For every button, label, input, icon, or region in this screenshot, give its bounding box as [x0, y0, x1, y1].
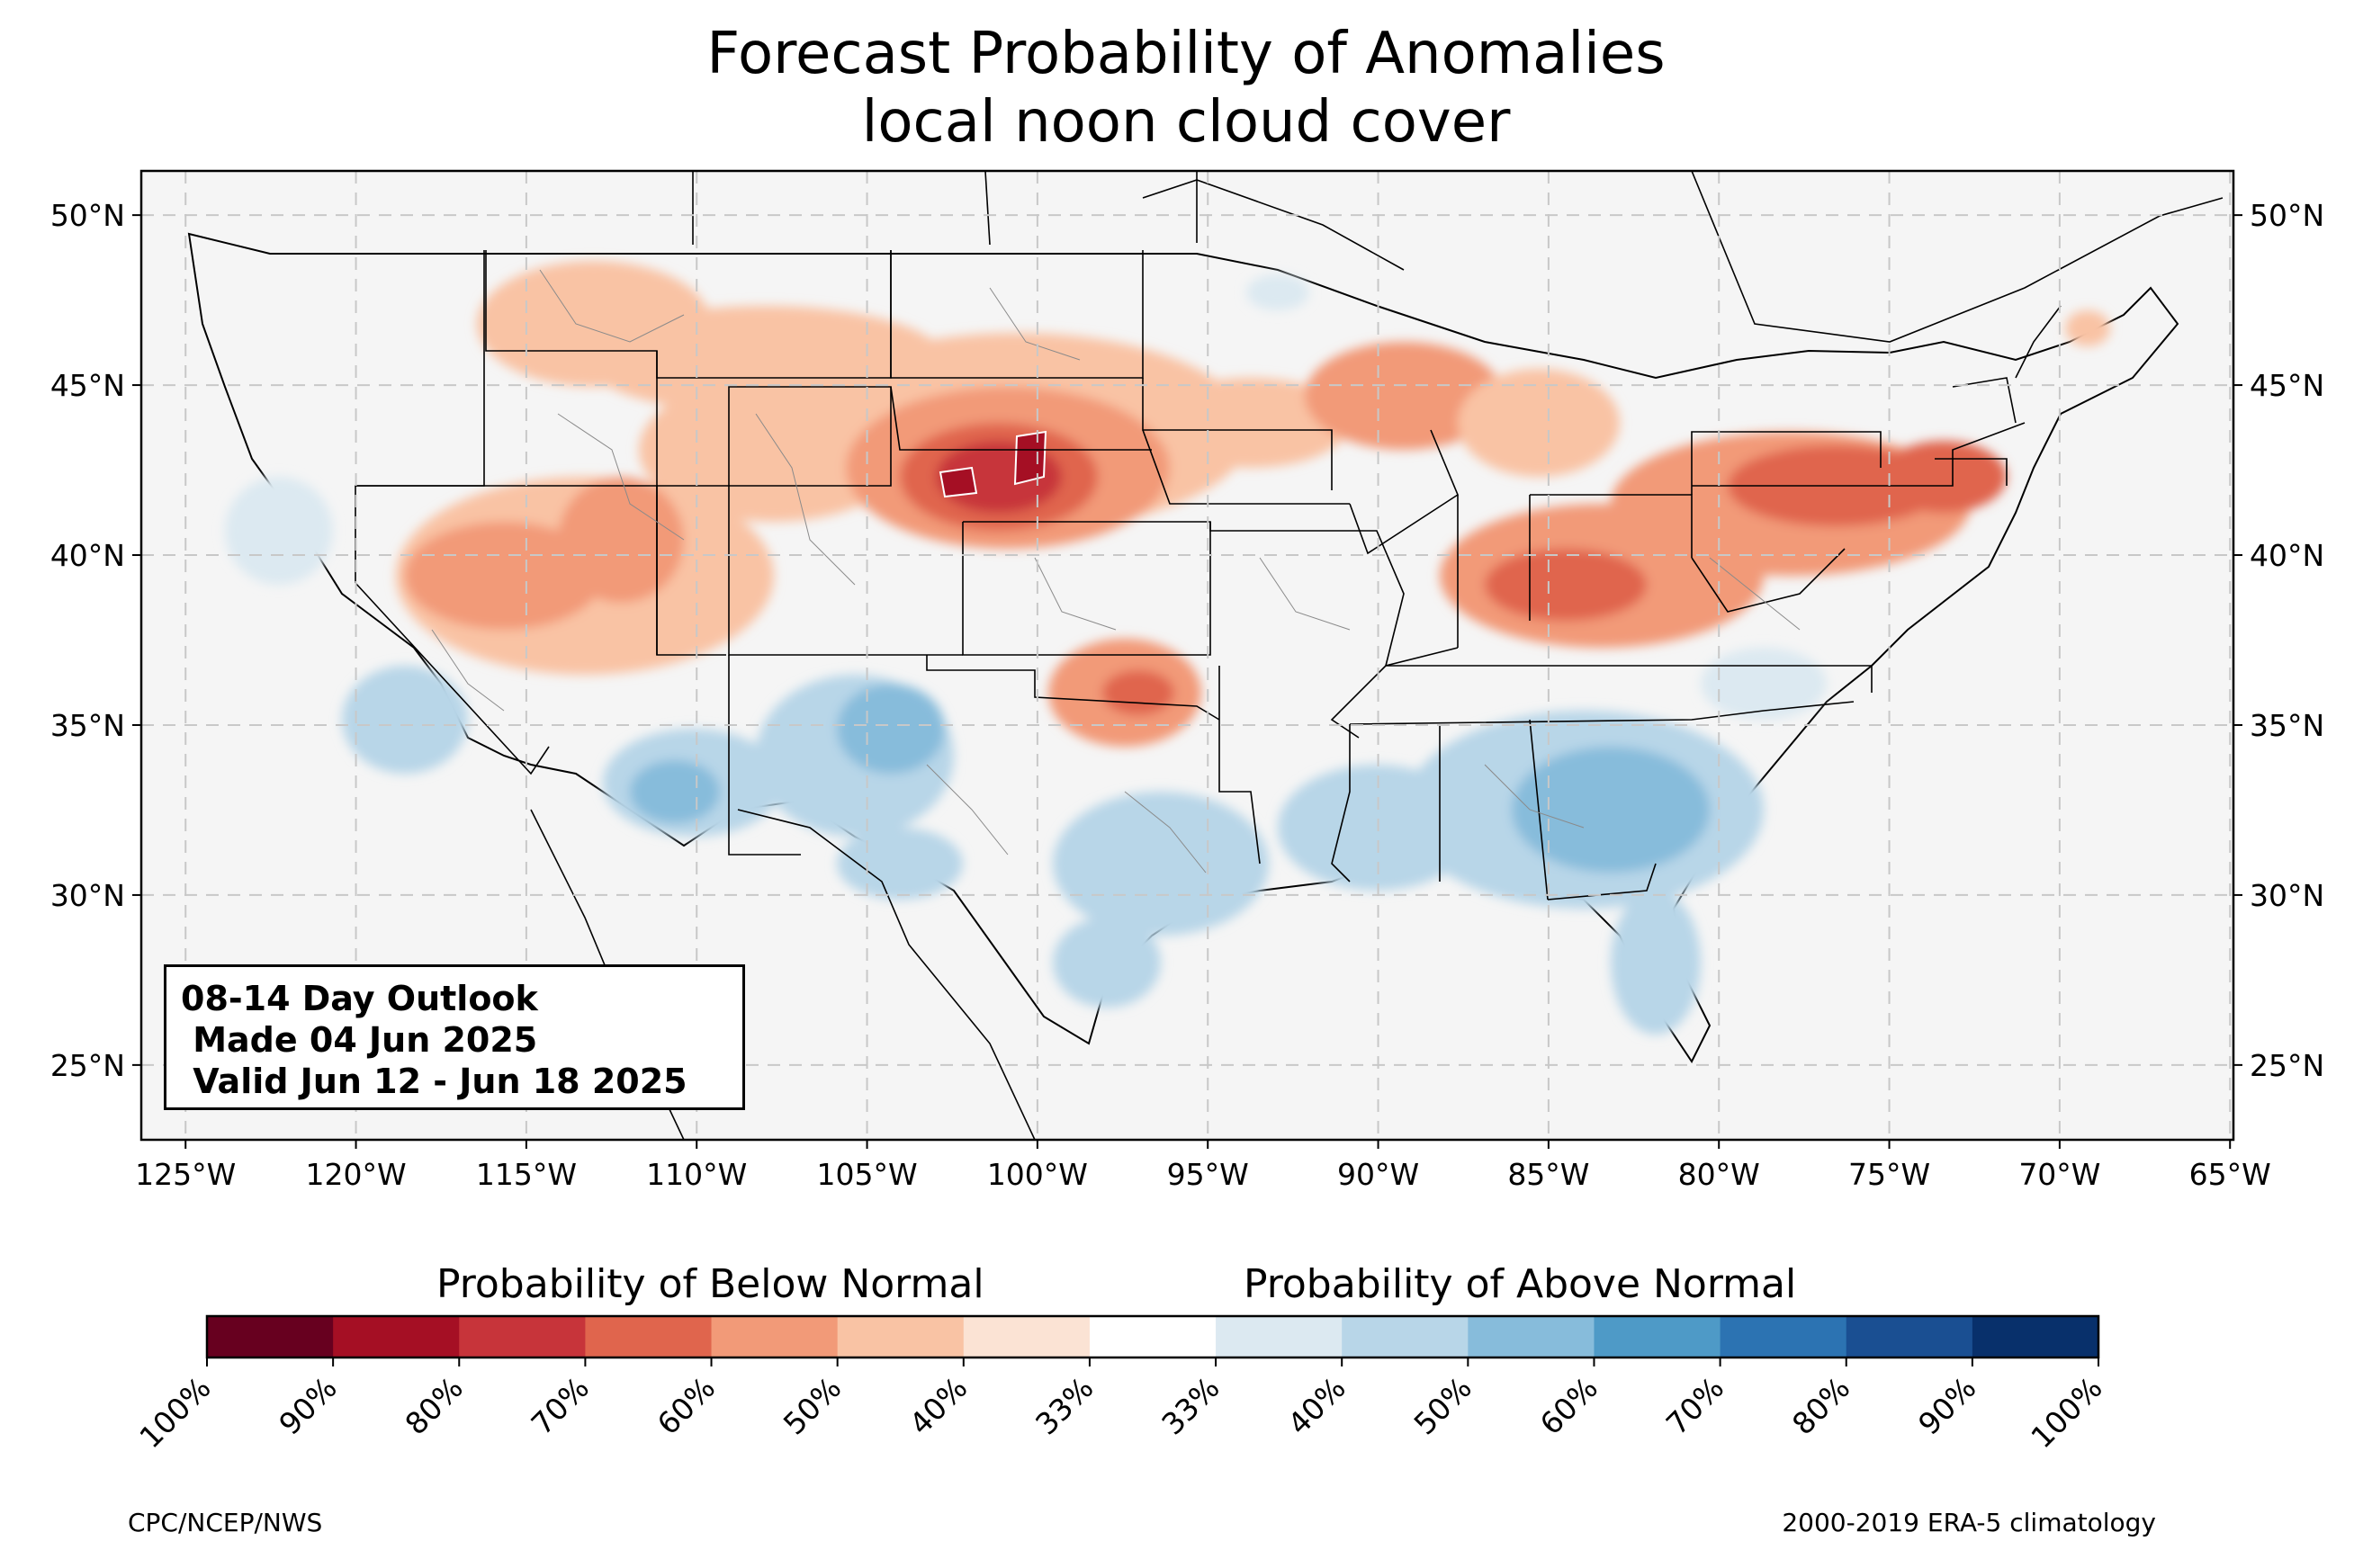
lon-tick-label: 110°W	[646, 1157, 747, 1192]
lat-tick-label-right: 50°N	[2250, 198, 2324, 233]
anomaly-region-georgia-core	[1512, 747, 1710, 873]
colorbar-above-label: Probability of Above Normal	[1244, 1261, 1797, 1307]
lon-tick-label: 90°W	[1337, 1157, 1419, 1192]
colorbar-segment	[1846, 1316, 1973, 1357]
colorbar-tick-label: 60%	[1533, 1370, 1604, 1441]
anomaly-region-iowa	[1152, 378, 1350, 468]
lat-tick-label-right: 25°N	[2250, 1048, 2324, 1083]
colorbar-tick-label: 40%	[903, 1370, 974, 1441]
colorbar-segment	[1468, 1316, 1595, 1357]
colorbar-below-label: Probability of Below Normal	[436, 1261, 984, 1307]
anomaly-region-utah-core	[558, 477, 684, 603]
lat-tick-label-left: 40°N	[50, 538, 125, 573]
lat-tick-label-right: 30°N	[2250, 878, 2324, 913]
colorbar-tick-label: 80%	[1785, 1370, 1856, 1441]
lat-tick-label-left: 30°N	[50, 878, 125, 913]
anomaly-region-arizona-core	[630, 760, 720, 823]
outlook-info-box: 08-14 Day Outlook Made 04 Jun 2025 Valid…	[164, 964, 745, 1110]
colorbar-tick-label: 70%	[525, 1370, 596, 1441]
state-boundaries	[355, 250, 2062, 900]
colorbar-tick-label: 33%	[1029, 1370, 1100, 1441]
colorbar-tick-label: 100%	[2024, 1370, 2108, 1455]
lat-tick-label-left: 35°N	[50, 708, 125, 743]
colorbar-segment	[1720, 1316, 1847, 1357]
core-contours	[939, 430, 1047, 498]
colorbar-segment	[1342, 1316, 1469, 1357]
outlook-made-date: Made 04 Jun 2025	[181, 1020, 538, 1060]
colorbar-tick-label: 50%	[1407, 1370, 1478, 1441]
anomaly-region-west-texas	[837, 828, 963, 900]
sub-boundaries	[431, 269, 1801, 874]
colorbar-segment	[585, 1316, 713, 1357]
anomaly-region-ohio-core	[1485, 549, 1647, 621]
lon-tick-label: 65°W	[2189, 1157, 2271, 1192]
colorbar: 100% 90% 80% 70% 60% 50% 40% 33% 33% 40% 50% 60% 70%…	[132, 1314, 2109, 1455]
anomaly-region-great-basin-core	[405, 522, 603, 630]
map-title: Forecast Probability of Anomalies	[706, 21, 1666, 87]
lon-tick-label: 95°W	[1167, 1157, 1249, 1192]
lon-tick-label: 125°W	[135, 1157, 236, 1192]
lat-tick-label-right: 45°N	[2250, 368, 2324, 403]
lat-tick-label-right: 35°N	[2250, 708, 2324, 743]
lon-tick-label: 75°W	[1848, 1157, 1930, 1192]
footer-climatology: 2000-2019 ERA-5 climatology	[1782, 1508, 2156, 1537]
colorbar-tick-label: 40%	[1280, 1370, 1352, 1441]
colorbar-tick-label: 90%	[272, 1370, 343, 1441]
latitude-labels-left: 25°N 30°N 35°N 40°N 45°N 50°N	[50, 198, 141, 1083]
lat-tick-label-left: 25°N	[50, 1048, 125, 1083]
colorbar-segment	[1216, 1316, 1343, 1357]
colorbar-frame	[205, 1314, 2100, 1359]
anomaly-region-new-england	[1881, 441, 2007, 513]
lon-tick-label: 70°W	[2018, 1157, 2100, 1192]
outlook-period: 08-14 Day Outlook	[181, 979, 538, 1018]
colorbar-segment	[333, 1316, 460, 1357]
anomaly-region-minnesota	[1246, 274, 1309, 310]
lon-tick-label: 80°W	[1678, 1157, 1760, 1192]
outlook-valid-dates: Valid Jun 12 - Jun 18 2025	[181, 1062, 687, 1101]
map-subtitle: local noon cloud cover	[861, 89, 1511, 156]
lon-tick-label: 115°W	[476, 1157, 577, 1192]
anomaly-region-new-mexico-core	[837, 684, 945, 774]
lat-tick-label-left: 50°N	[50, 198, 125, 233]
lat-tick-label-right: 40°N	[2250, 538, 2324, 573]
anomaly-region-florida	[1611, 891, 1701, 1035]
lon-tick-label: 85°W	[1507, 1157, 1589, 1192]
colorbar-tick-label: 70%	[1659, 1370, 1730, 1441]
longitude-labels: 125°W 120°W 115°W 110°W 105°W 100°W 95°W 90°W 85…	[135, 1140, 2271, 1192]
colorbar-segment	[1089, 1316, 1217, 1357]
lon-tick-label: 100°W	[987, 1157, 1088, 1192]
anomaly-region-texas	[1053, 792, 1269, 936]
colorbar-tick-label: 80%	[398, 1370, 469, 1441]
colorbar-segment	[459, 1316, 586, 1357]
footer-source: CPC/NCEP/NWS	[128, 1508, 323, 1537]
anomaly-region-california-south	[342, 666, 468, 774]
lon-tick-label: 105°W	[816, 1157, 917, 1192]
colorbar-segment	[1972, 1316, 2099, 1357]
colorbar-tick-label: 100%	[132, 1370, 217, 1455]
anomaly-region-michigan	[1458, 369, 1620, 477]
anomaly-region-texas-coast	[1053, 918, 1161, 1008]
anomaly-region-maine	[2065, 310, 2110, 346]
colorbar-tick-label: 50%	[777, 1370, 848, 1441]
colorbar-segment	[207, 1316, 334, 1357]
colorbar-segment	[963, 1316, 1091, 1357]
latitude-labels-right: 25°N 30°N 35°N 40°N 45°N 50°N	[2233, 198, 2324, 1083]
map-frame	[139, 169, 2235, 1142]
colorbar-tick-label: 90%	[1911, 1370, 1982, 1441]
anomaly-region-wisconsin	[1305, 342, 1503, 450]
anomaly-region-oklahoma-core	[1102, 670, 1174, 715]
colorbar-segment	[711, 1316, 839, 1357]
colorbar-tick-label: 60%	[651, 1370, 722, 1441]
lon-tick-label: 120°W	[305, 1157, 406, 1192]
colorbar-segment	[1594, 1316, 1721, 1357]
colorbar-tick-label: 33%	[1155, 1370, 1226, 1441]
colorbar-segment	[837, 1316, 965, 1357]
lat-tick-label-left: 45°N	[50, 368, 125, 403]
anomaly-region-california	[225, 477, 333, 585]
